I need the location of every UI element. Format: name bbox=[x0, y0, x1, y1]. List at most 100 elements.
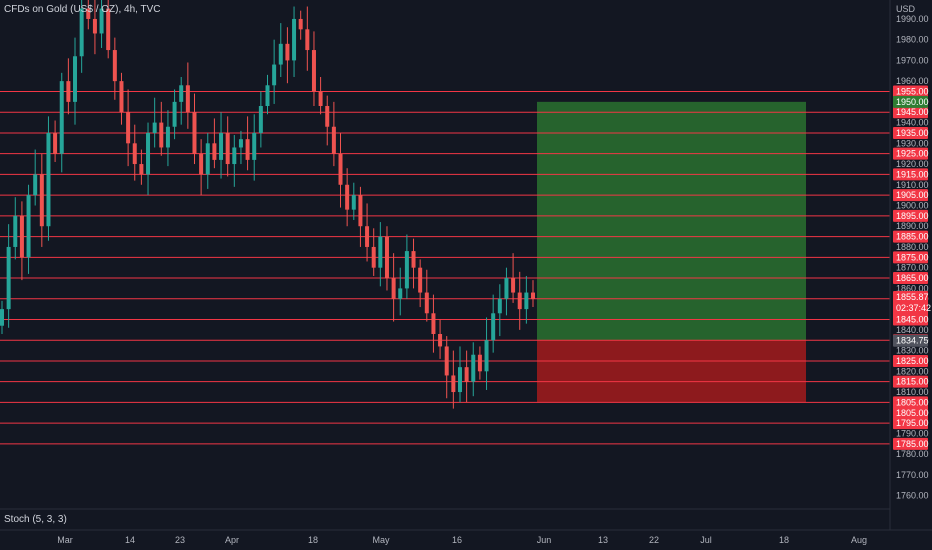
candle-body bbox=[504, 278, 509, 299]
candle-body bbox=[477, 354, 482, 372]
time-tick-label: Mar bbox=[57, 535, 73, 545]
candle-body bbox=[179, 85, 184, 102]
price-tick-label: 1980.00 bbox=[896, 35, 929, 45]
candle-body bbox=[411, 251, 416, 268]
candle-body bbox=[112, 50, 117, 82]
candle-body bbox=[424, 292, 429, 314]
candle-body bbox=[298, 18, 303, 30]
candle-body bbox=[185, 85, 190, 113]
level-badge: 1885.00 bbox=[896, 232, 929, 242]
candle-body bbox=[132, 143, 137, 165]
indicator-label[interactable]: Stoch (5, 3, 3) bbox=[4, 514, 67, 525]
candle-body bbox=[265, 85, 270, 107]
candle-body bbox=[0, 309, 4, 326]
level-badge: 1945.00 bbox=[896, 107, 929, 117]
candle-body bbox=[384, 236, 389, 279]
price-tick-label: 1990.00 bbox=[896, 14, 929, 24]
level-badge-bg bbox=[893, 417, 928, 430]
candle-body bbox=[311, 50, 316, 92]
level-badge: 1955.00 bbox=[896, 87, 929, 97]
candle-body bbox=[6, 246, 11, 310]
candle-body bbox=[338, 153, 343, 185]
candle-body bbox=[46, 132, 51, 227]
price-tick-label: 1760.00 bbox=[896, 491, 929, 501]
level-badge: 1905.00 bbox=[896, 190, 929, 200]
price-tick-label: 1770.00 bbox=[896, 470, 929, 480]
candle-body bbox=[484, 340, 489, 372]
level-badge-bg bbox=[893, 189, 928, 202]
price-tick-label: 1860.00 bbox=[896, 283, 929, 293]
price-tick-label: 1830.00 bbox=[896, 346, 929, 356]
candle-body bbox=[451, 375, 456, 393]
last-price-badge-bg bbox=[893, 290, 928, 315]
level-badge-bg bbox=[893, 85, 928, 98]
candle-body bbox=[225, 132, 230, 165]
level-badge: 1825.00 bbox=[896, 356, 929, 366]
time-tick-label: 16 bbox=[452, 535, 462, 545]
level-badge-bg bbox=[893, 230, 928, 243]
stop-badge-bg bbox=[893, 406, 928, 419]
price-tick-label: 1940.00 bbox=[896, 118, 929, 128]
candle-body bbox=[26, 195, 31, 258]
candle-body bbox=[464, 367, 469, 382]
candle-body bbox=[33, 174, 38, 196]
price-tick-label: 1870.00 bbox=[896, 263, 929, 273]
time-tick-label: 14 bbox=[125, 535, 135, 545]
chart-title: CFDs on Gold (US$ / OZ), 4h, TVC bbox=[4, 4, 161, 15]
candle-body bbox=[517, 292, 522, 310]
candle-body bbox=[106, 8, 111, 51]
level-badge: 1875.00 bbox=[896, 252, 929, 262]
candle-body bbox=[86, 8, 91, 19]
level-badge: 1785.00 bbox=[896, 439, 929, 449]
candle-body bbox=[126, 112, 131, 144]
candle-body bbox=[165, 126, 170, 148]
candle-body bbox=[59, 81, 64, 154]
candle-body bbox=[491, 313, 496, 341]
time-tick-label: 13 bbox=[598, 535, 608, 545]
target-badge: 1950.00 bbox=[896, 97, 929, 107]
candle-body bbox=[497, 298, 502, 314]
level-badge-bg bbox=[893, 168, 928, 181]
candle-body bbox=[444, 346, 449, 376]
candle-body bbox=[79, 8, 84, 57]
candle-body bbox=[365, 226, 370, 247]
candle-body bbox=[159, 122, 164, 148]
candle-body bbox=[345, 184, 350, 210]
candle-body bbox=[471, 354, 476, 382]
loss-zone bbox=[537, 340, 806, 403]
candle-body bbox=[531, 292, 535, 299]
level-badge-bg bbox=[893, 251, 928, 264]
candle-body bbox=[53, 132, 58, 154]
level-badge: 1895.00 bbox=[896, 211, 929, 221]
price-tick-label: 1970.00 bbox=[896, 55, 929, 65]
candle-body bbox=[278, 43, 283, 65]
time-tick-label: 22 bbox=[649, 535, 659, 545]
level-badge-bg bbox=[893, 106, 928, 119]
price-tick-label: 1890.00 bbox=[896, 221, 929, 231]
candle-body bbox=[232, 147, 237, 165]
level-badge: 1925.00 bbox=[896, 149, 929, 159]
time-axis[interactable]: Mar 14 23 Apr 18 May 16 Jun 13 22 Jul 18 Aug bbox=[57, 535, 867, 545]
candle-body bbox=[391, 278, 396, 299]
candle-body bbox=[19, 215, 24, 258]
price-tick-label: 1960.00 bbox=[896, 76, 929, 86]
level-badge-bg bbox=[893, 126, 928, 139]
price-tick-label: 1900.00 bbox=[896, 200, 929, 210]
profit-zone bbox=[537, 101, 806, 341]
level-badge-bg bbox=[893, 437, 928, 450]
candle-body bbox=[119, 81, 124, 113]
level-badge-bg bbox=[893, 375, 928, 388]
price-tick-label: 1930.00 bbox=[896, 138, 929, 148]
candle-body bbox=[205, 143, 210, 175]
level-badge-bg bbox=[893, 396, 928, 409]
candle-body bbox=[199, 153, 204, 175]
price-tick-label: 1790.00 bbox=[896, 428, 929, 438]
candle-body bbox=[92, 18, 97, 34]
candle-body bbox=[252, 132, 257, 160]
price-tick-label: 1780.00 bbox=[896, 449, 929, 459]
price-tick-label: 1810.00 bbox=[896, 387, 929, 397]
currency-label: USD bbox=[896, 4, 916, 14]
candle-body bbox=[371, 246, 376, 268]
price-tick-label: 1910.00 bbox=[896, 180, 929, 190]
